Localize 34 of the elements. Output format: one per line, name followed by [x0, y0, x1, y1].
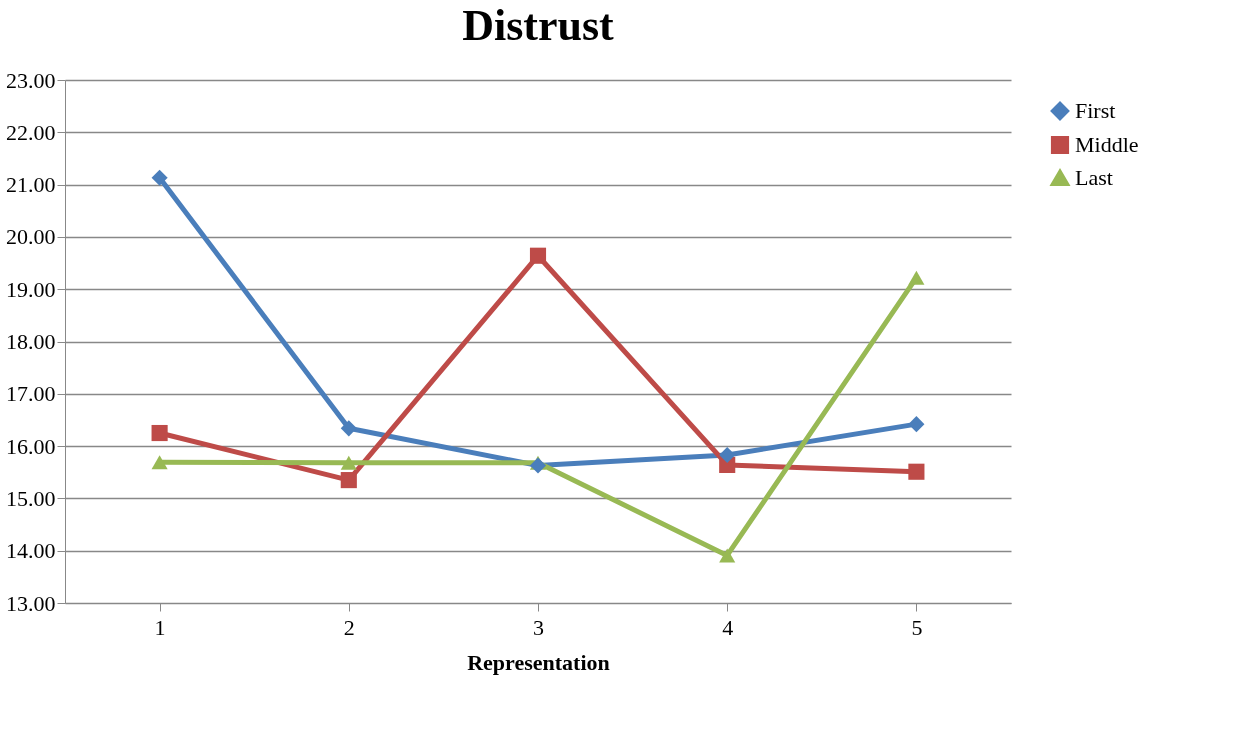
x-tick-label: 4 — [722, 614, 734, 640]
point — [908, 270, 925, 285]
x-tick-label: 2 — [343, 614, 355, 640]
chart-title: Distrust — [462, 1, 615, 50]
point — [151, 424, 168, 442]
point — [719, 446, 736, 464]
y-tick-label: 14.00 — [6, 538, 56, 564]
point — [340, 420, 357, 437]
y-tick-label: 13.00 — [6, 590, 56, 616]
x-tick-label: 1 — [154, 614, 166, 640]
y-tick-label: 20.00 — [6, 224, 56, 250]
y-tick-label: 16.00 — [6, 433, 56, 459]
x-axis-title: Representation — [467, 649, 610, 675]
y-tick-label: 22.00 — [6, 119, 56, 145]
legend-label: Middle — [1075, 132, 1139, 157]
legend-label: First — [1075, 98, 1116, 123]
point — [529, 457, 547, 474]
y-tick-label: 15.00 — [6, 485, 56, 511]
point — [340, 455, 357, 470]
y-tick-label: 21.00 — [6, 172, 56, 198]
y-tick-label: 17.00 — [6, 381, 56, 407]
y-tick-label: 19.00 — [6, 276, 56, 302]
legend-label: Last — [1075, 165, 1113, 190]
point — [908, 463, 925, 480]
y-tick-label: 23.00 — [6, 67, 56, 93]
y-tick-label: 18.00 — [6, 329, 56, 354]
point — [908, 416, 925, 433]
point — [151, 455, 168, 470]
x-tick-label: 3 — [533, 614, 544, 640]
point — [340, 472, 357, 489]
point — [529, 247, 547, 264]
point — [719, 548, 736, 563]
point — [151, 169, 168, 186]
x-tick-label: 5 — [911, 614, 923, 640]
